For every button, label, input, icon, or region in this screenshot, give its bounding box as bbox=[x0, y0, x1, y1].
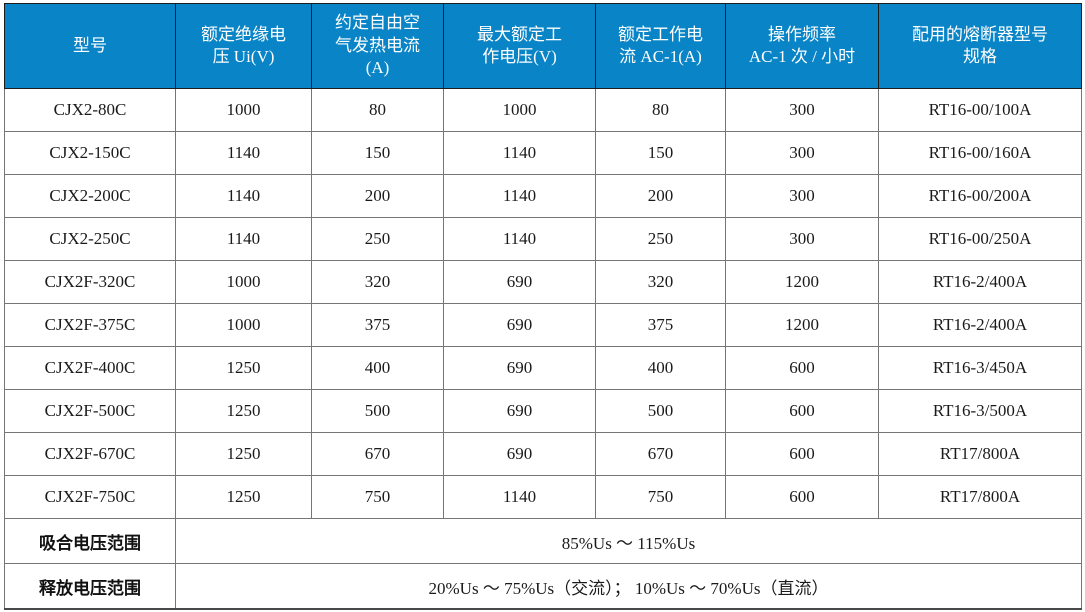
header-row: 型号 额定绝缘电 压 Ui(V) 约定自由空 气发热电流 (A) 最大额定工 作… bbox=[4, 3, 1082, 89]
model-cell: CJX2-150C bbox=[4, 131, 176, 175]
value-cell: RT16-2/400A bbox=[878, 303, 1082, 347]
value-cell: 690 bbox=[443, 389, 596, 433]
release-voltage-value: 20%Us ～ 75%Us（交流）； 10%Us ～ 70%Us（直流） bbox=[175, 563, 1082, 610]
value-cell: 750 bbox=[311, 475, 444, 519]
value-cell: 300 bbox=[725, 174, 879, 218]
value-cell: 150 bbox=[311, 131, 444, 175]
value-cell: 150 bbox=[595, 131, 726, 175]
value-cell: 320 bbox=[311, 260, 444, 304]
value-cell: 1200 bbox=[725, 260, 879, 304]
value-cell: 500 bbox=[311, 389, 444, 433]
value-cell: 1000 bbox=[175, 88, 312, 132]
table-row: CJX2-80C 1000 80 1000 80 300 RT16-00/100A bbox=[4, 88, 1082, 132]
value-cell: 300 bbox=[725, 131, 879, 175]
value-cell: RT17/800A bbox=[878, 475, 1082, 519]
release-voltage-row: 释放电压范围 20%Us ～ 75%Us（交流）； 10%Us ～ 70%Us（… bbox=[4, 563, 1082, 610]
value-cell: RT17/800A bbox=[878, 432, 1082, 476]
value-cell: 1140 bbox=[443, 174, 596, 218]
col-header-op-frequency: 操作频率 AC-1 次 / 小时 bbox=[725, 3, 879, 89]
value-cell: 500 bbox=[595, 389, 726, 433]
col-header-max-work-volt: 最大额定工 作电压(V) bbox=[443, 3, 596, 89]
pickup-voltage-row: 吸合电压范围 85%Us ～ 115%Us bbox=[4, 518, 1082, 564]
table-row: CJX2-150C 1140 150 1140 150 300 RT16-00/160A bbox=[4, 131, 1082, 175]
col-header-insulation-volt: 额定绝缘电 压 Ui(V) bbox=[175, 3, 312, 89]
value-cell: 690 bbox=[443, 346, 596, 390]
model-cell: CJX2F-500C bbox=[4, 389, 176, 433]
value-cell: 1140 bbox=[443, 131, 596, 175]
value-cell: 600 bbox=[725, 389, 879, 433]
value-cell: 1140 bbox=[175, 217, 312, 261]
model-cell: CJX2-250C bbox=[4, 217, 176, 261]
col-header-thermal-current: 约定自由空 气发热电流 (A) bbox=[311, 3, 444, 89]
table-row: CJX2F-320C 1000 320 690 320 1200 RT16-2/400A bbox=[4, 260, 1082, 304]
value-cell: RT16-00/250A bbox=[878, 217, 1082, 261]
table-row: CJX2F-375C 1000 375 690 375 1200 RT16-2/400A bbox=[4, 303, 1082, 347]
col-header-work-current: 额定工作电 流 AC-1(A) bbox=[595, 3, 726, 89]
value-cell: RT16-00/160A bbox=[878, 131, 1082, 175]
value-cell: 600 bbox=[725, 475, 879, 519]
value-cell: 690 bbox=[443, 260, 596, 304]
model-cell: CJX2F-670C bbox=[4, 432, 176, 476]
value-cell: 670 bbox=[311, 432, 444, 476]
table-body: CJX2-80C 1000 80 1000 80 300 RT16-00/100A CJX2-… bbox=[4, 88, 1082, 519]
table-footer: 吸合电压范围 85%Us ～ 115%Us 释放电压范围 20%Us ～ 75%… bbox=[4, 518, 1082, 610]
release-voltage-label: 释放电压范围 bbox=[4, 563, 176, 610]
value-cell: RT16-00/100A bbox=[878, 88, 1082, 132]
value-cell: RT16-3/450A bbox=[878, 346, 1082, 390]
value-cell: 1140 bbox=[443, 217, 596, 261]
value-cell: 1000 bbox=[175, 260, 312, 304]
value-cell: RT16-3/500A bbox=[878, 389, 1082, 433]
value-cell: 1250 bbox=[175, 432, 312, 476]
value-cell: 750 bbox=[595, 475, 726, 519]
model-cell: CJX2-80C bbox=[4, 88, 176, 132]
value-cell: 690 bbox=[443, 303, 596, 347]
value-cell: 250 bbox=[595, 217, 726, 261]
value-cell: 690 bbox=[443, 432, 596, 476]
model-cell: CJX2F-375C bbox=[4, 303, 176, 347]
table-header: 型号 额定绝缘电 压 Ui(V) 约定自由空 气发热电流 (A) 最大额定工 作… bbox=[4, 3, 1082, 89]
table-row: CJX2-200C 1140 200 1140 200 300 RT16-00/200A bbox=[4, 174, 1082, 218]
value-cell: 400 bbox=[311, 346, 444, 390]
value-cell: RT16-2/400A bbox=[878, 260, 1082, 304]
value-cell: 375 bbox=[311, 303, 444, 347]
value-cell: 320 bbox=[595, 260, 726, 304]
col-header-fuse-spec: 配用的熔断器型号 规格 bbox=[878, 3, 1082, 89]
value-cell: 1000 bbox=[443, 88, 596, 132]
value-cell: 1000 bbox=[175, 303, 312, 347]
model-cell: CJX2-200C bbox=[4, 174, 176, 218]
pickup-voltage-label: 吸合电压范围 bbox=[4, 518, 176, 564]
table-row: CJX2F-500C 1250 500 690 500 600 RT16-3/500A bbox=[4, 389, 1082, 433]
value-cell: 600 bbox=[725, 346, 879, 390]
value-cell: 1250 bbox=[175, 475, 312, 519]
value-cell: 200 bbox=[595, 174, 726, 218]
model-cell: CJX2F-400C bbox=[4, 346, 176, 390]
contactor-spec-table: 型号 额定绝缘电 压 Ui(V) 约定自由空 气发热电流 (A) 最大额定工 作… bbox=[4, 3, 1082, 610]
table-row: CJX2-250C 1140 250 1140 250 300 RT16-00/250A bbox=[4, 217, 1082, 261]
value-cell: 600 bbox=[725, 432, 879, 476]
value-cell: 200 bbox=[311, 174, 444, 218]
value-cell: 80 bbox=[595, 88, 726, 132]
value-cell: 1250 bbox=[175, 389, 312, 433]
model-cell: CJX2F-750C bbox=[4, 475, 176, 519]
value-cell: 400 bbox=[595, 346, 726, 390]
value-cell: 300 bbox=[725, 88, 879, 132]
table-row: CJX2F-400C 1250 400 690 400 600 RT16-3/450A bbox=[4, 346, 1082, 390]
value-cell: 250 bbox=[311, 217, 444, 261]
table-row: CJX2F-750C 1250 750 1140 750 600 RT17/800A bbox=[4, 475, 1082, 519]
value-cell: 1140 bbox=[175, 131, 312, 175]
table-row: CJX2F-670C 1250 670 690 670 600 RT17/800A bbox=[4, 432, 1082, 476]
value-cell: 1200 bbox=[725, 303, 879, 347]
value-cell: RT16-00/200A bbox=[878, 174, 1082, 218]
col-header-model: 型号 bbox=[4, 3, 176, 89]
value-cell: 300 bbox=[725, 217, 879, 261]
value-cell: 1250 bbox=[175, 346, 312, 390]
value-cell: 375 bbox=[595, 303, 726, 347]
value-cell: 1140 bbox=[175, 174, 312, 218]
value-cell: 1140 bbox=[443, 475, 596, 519]
value-cell: 670 bbox=[595, 432, 726, 476]
model-cell: CJX2F-320C bbox=[4, 260, 176, 304]
pickup-voltage-value: 85%Us ～ 115%Us bbox=[175, 518, 1082, 564]
value-cell: 80 bbox=[311, 88, 444, 132]
